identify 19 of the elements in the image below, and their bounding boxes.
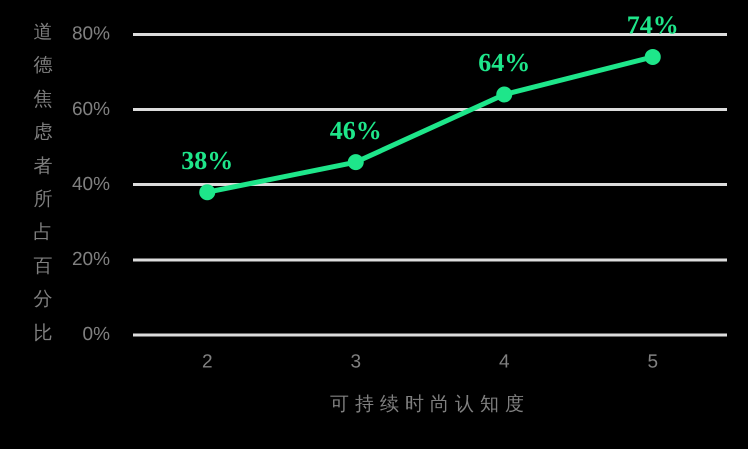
point bbox=[348, 154, 364, 170]
point bbox=[496, 86, 512, 103]
text: 道德焦虑者所占百分比 bbox=[34, 21, 52, 344]
x-tick-label: 4 bbox=[498, 352, 510, 373]
data-label: 46% bbox=[330, 116, 382, 145]
y-tick-label: 0% bbox=[82, 324, 110, 346]
point bbox=[199, 184, 216, 200]
y-tick-label: 20% bbox=[72, 249, 110, 270]
data-label: 38% bbox=[181, 146, 234, 175]
x-axis-title: 可持续时尚认知度 bbox=[329, 392, 531, 416]
data-label: 74% bbox=[626, 10, 679, 40]
y-tick-label: 80% bbox=[72, 24, 110, 45]
y-tick-label: 40% bbox=[72, 174, 110, 195]
x-tick-label: 3 bbox=[350, 352, 362, 373]
data-label: 64% bbox=[478, 48, 530, 78]
point bbox=[644, 48, 661, 65]
x-tick-label: 5 bbox=[647, 352, 658, 373]
x-tick-label: 2 bbox=[202, 352, 213, 373]
y-tick-label: 60% bbox=[72, 98, 110, 120]
